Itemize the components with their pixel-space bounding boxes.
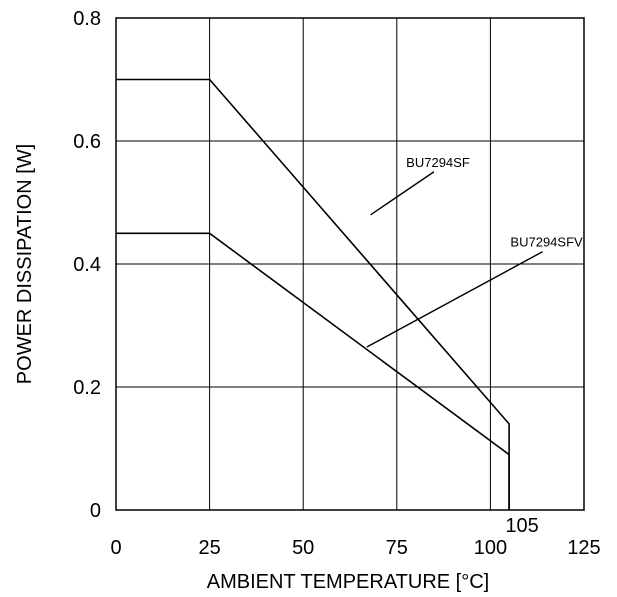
- x-tick-label-3: 75: [386, 537, 408, 559]
- y-axis-title: POWER DISSIPATION [W]: [14, 144, 36, 384]
- y-tick-label-2: 0.4: [73, 254, 101, 276]
- tick-labels: 0 25 50 75 100 125 0 0.2 0.4 0.6 0.8: [73, 8, 601, 559]
- series-label-pointer-0: [370, 171, 435, 216]
- x-tick-label-5: 125: [567, 537, 600, 559]
- x-axis-title: AMBIENT TEMPERATURE [°C]: [207, 571, 489, 593]
- series-layer: [116, 78, 510, 510]
- y-tick-label-4: 0.8: [73, 8, 101, 30]
- series-labels: BU7294SF BU7294SFV: [366, 155, 583, 348]
- y-tick-label-0: 0: [90, 500, 101, 522]
- series-label-1: BU7294SFV: [510, 235, 583, 250]
- series-label-pointer-1: [366, 251, 543, 348]
- annotation-0: 105: [505, 515, 538, 537]
- plot-frame: [115, 17, 585, 511]
- x-tick-label-0: 0: [110, 537, 121, 559]
- grid: [116, 18, 584, 510]
- x-tick-label-1: 25: [198, 537, 220, 559]
- y-tick-label-3: 0.6: [73, 131, 101, 153]
- y-tick-label-1: 0.2: [73, 377, 101, 399]
- x-tick-label-2: 50: [292, 537, 314, 559]
- annotations: 105: [505, 515, 538, 537]
- x-tick-label-4: 100: [474, 537, 507, 559]
- series-line-0: [116, 78, 510, 510]
- series-label-0: BU7294SF: [406, 155, 470, 170]
- series-line-1: [116, 232, 510, 510]
